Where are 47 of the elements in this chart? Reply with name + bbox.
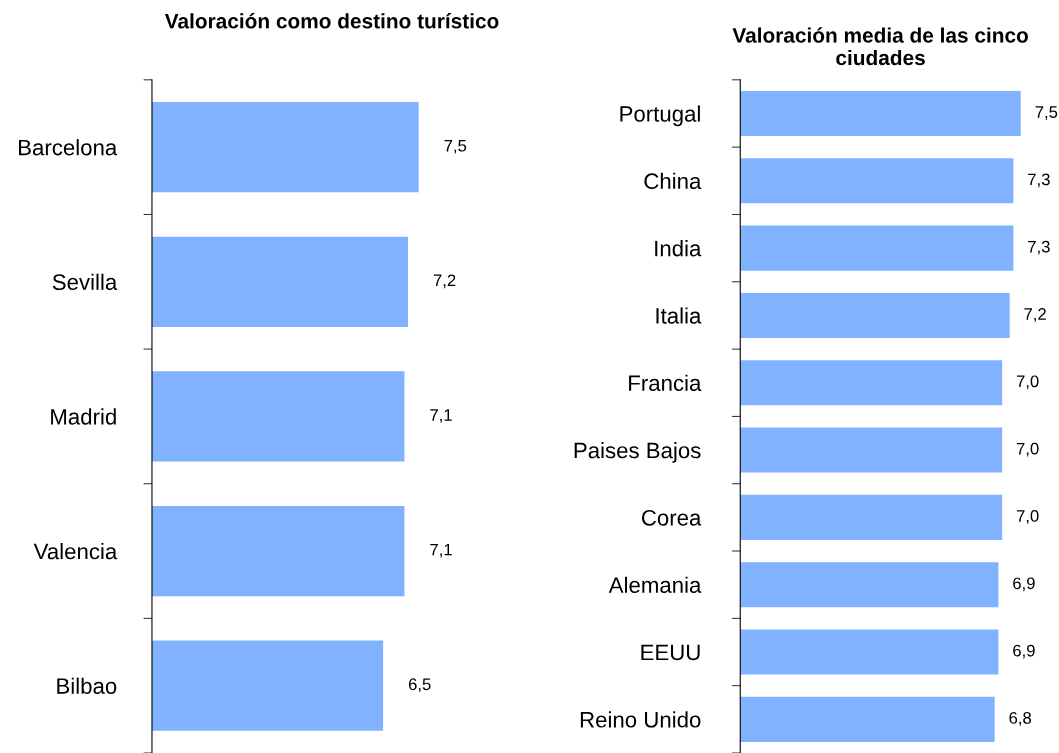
- y-tick-label: India: [655, 240, 702, 257]
- y-tick-label: Sevilla: [52, 273, 118, 291]
- bar: [740, 696, 995, 742]
- data-label: 6,9: [1013, 577, 1035, 592]
- data-label: 7,0: [1016, 375, 1039, 390]
- data-label: 6,9: [1013, 644, 1035, 659]
- y-tick-label: China: [644, 172, 702, 190]
- bar: [151, 371, 405, 462]
- data-label: 7,3: [1028, 173, 1050, 188]
- y-tick-label: Alemania: [608, 576, 702, 593]
- bar: [151, 102, 419, 193]
- bar: [151, 640, 384, 731]
- bar: [151, 236, 409, 327]
- chart-title: Valoración como destino turístico: [164, 13, 499, 29]
- y-tick-label: Francia: [629, 374, 702, 392]
- y-tick-label: Barcelona: [19, 139, 118, 156]
- data-label: 7,1: [430, 409, 452, 423]
- bar: [740, 90, 1021, 137]
- chart-title: Valoración media de las cinco ciudades: [732, 27, 1028, 66]
- bar: [740, 494, 1003, 540]
- bar: [740, 225, 1014, 271]
- y-tick-label: EEUU: [641, 644, 700, 661]
- data-label: 7,0: [1016, 510, 1039, 524]
- bar: [740, 562, 999, 608]
- data-label: 6,5: [408, 678, 431, 693]
- data-label: 7,0: [1016, 442, 1039, 457]
- y-tick-label: Reino Unido: [580, 711, 701, 728]
- data-label: 7,3: [1028, 240, 1050, 255]
- data-label: 7,2: [1024, 308, 1046, 322]
- data-label: 6,8: [1009, 712, 1032, 726]
- y-tick-label: Madrid: [51, 408, 116, 425]
- bar: [740, 158, 1014, 204]
- data-label: 7,5: [444, 139, 467, 154]
- bar: [740, 427, 1003, 473]
- y-tick-label: Valencia: [33, 542, 118, 560]
- bar: [740, 629, 999, 675]
- y-tick-label: Paises Bajos: [574, 442, 701, 463]
- bar: [151, 505, 405, 597]
- bar: [740, 292, 1010, 338]
- bar: [740, 360, 1003, 406]
- y-tick-label: Italia: [656, 307, 702, 324]
- data-label: 7,5: [1035, 106, 1058, 120]
- y-tick-label: Bilbao: [57, 677, 117, 694]
- y-tick-label: Portugal: [620, 105, 700, 127]
- y-tick-label: Corea: [641, 509, 702, 526]
- data-label: 7,1: [430, 543, 452, 558]
- data-label: 7,2: [433, 274, 456, 289]
